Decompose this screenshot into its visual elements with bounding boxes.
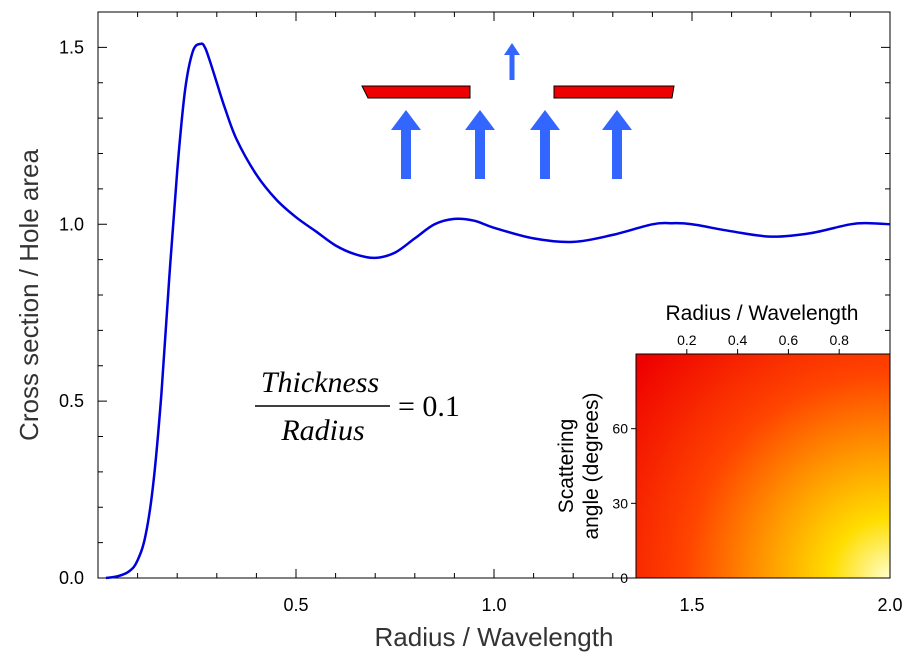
inset-x-tick-label: 0.2 [677,332,697,348]
y-tick-label: 0.0 [59,568,84,588]
x-tick-label: 1.5 [679,595,704,615]
plate-diagram [361,43,675,179]
series-line [105,42,891,580]
formula-value: = 0.1 [398,390,460,423]
inset-x-tick-label: 0.6 [779,332,799,348]
plate-right-segment [553,85,675,99]
y-tick-label: 1.0 [59,214,84,234]
inset-y-axis-label-line1: Scattering [555,419,578,514]
arrow-icon [391,110,421,179]
inset-x-axis-label: Radius / Wavelength [666,302,859,325]
x-axis-label: Radius / Wavelength [375,622,614,652]
arrow-icon [465,110,495,179]
inset-tick-labels: 0.2 0.4 0.6 0.8 0 30 60 [612,332,849,586]
plate-left-segment [361,85,471,99]
inset-heatmap: 0.2 0.4 0.6 0.8 0 30 60 Radius / Wavelength Sc… [555,302,891,586]
y-axis-label: Cross section / Hole area [14,149,44,441]
inset-y-tick-label: 30 [612,495,628,511]
x-tick-label: 0.5 [283,595,308,615]
inset-x-tick-label: 0.8 [829,332,849,348]
inset-y-axis-label-line2: angle (degrees) [580,392,603,539]
heatmap-area [636,354,890,578]
y-tick-label: 1.5 [59,37,84,57]
inset-ticks [631,349,840,579]
formula-denominator: Radius [280,414,364,447]
x-tick-label: 2.0 [877,595,902,615]
main-tick-labels: 0.5 1.0 1.5 2.0 0.0 0.5 1.0 1.5 [59,37,903,615]
arrow-icon [504,43,520,80]
formula-numerator: Thickness [261,366,379,399]
x-tick-label: 1.0 [481,595,506,615]
inset-y-tick-label: 0 [620,570,628,586]
thickness-ratio-formula: Thickness Radius = 0.1 [255,366,460,447]
inset-x-tick-label: 0.4 [728,332,748,348]
arrow-icon [530,110,560,179]
inset-y-tick-label: 60 [612,421,628,437]
y-tick-label: 0.5 [59,391,84,411]
incident-wave-arrows [391,43,632,179]
arrow-icon [602,110,632,179]
heatmap-frame [635,353,891,579]
